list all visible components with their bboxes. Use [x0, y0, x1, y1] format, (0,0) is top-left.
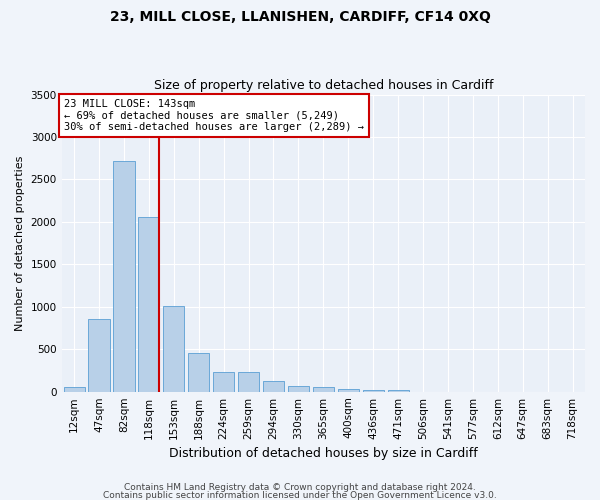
Bar — [362, 390, 384, 392]
Bar — [213, 372, 234, 392]
X-axis label: Distribution of detached houses by size in Cardiff: Distribution of detached houses by size … — [169, 447, 478, 460]
Title: Size of property relative to detached houses in Cardiff: Size of property relative to detached ho… — [154, 79, 493, 92]
Bar — [388, 390, 409, 392]
Text: Contains HM Land Registry data © Crown copyright and database right 2024.: Contains HM Land Registry data © Crown c… — [124, 484, 476, 492]
Bar — [313, 387, 334, 392]
Text: 23 MILL CLOSE: 143sqm
← 69% of detached houses are smaller (5,249)
30% of semi-d: 23 MILL CLOSE: 143sqm ← 69% of detached … — [64, 99, 364, 132]
Bar — [138, 217, 160, 392]
Bar — [263, 380, 284, 392]
Bar — [64, 386, 85, 392]
Y-axis label: Number of detached properties: Number of detached properties — [15, 156, 25, 331]
Bar — [88, 318, 110, 392]
Text: 23, MILL CLOSE, LLANISHEN, CARDIFF, CF14 0XQ: 23, MILL CLOSE, LLANISHEN, CARDIFF, CF14… — [110, 10, 490, 24]
Bar — [338, 389, 359, 392]
Text: Contains public sector information licensed under the Open Government Licence v3: Contains public sector information licen… — [103, 490, 497, 500]
Bar — [188, 353, 209, 392]
Bar — [113, 161, 134, 392]
Bar — [238, 372, 259, 392]
Bar — [288, 386, 309, 392]
Bar — [163, 306, 184, 392]
